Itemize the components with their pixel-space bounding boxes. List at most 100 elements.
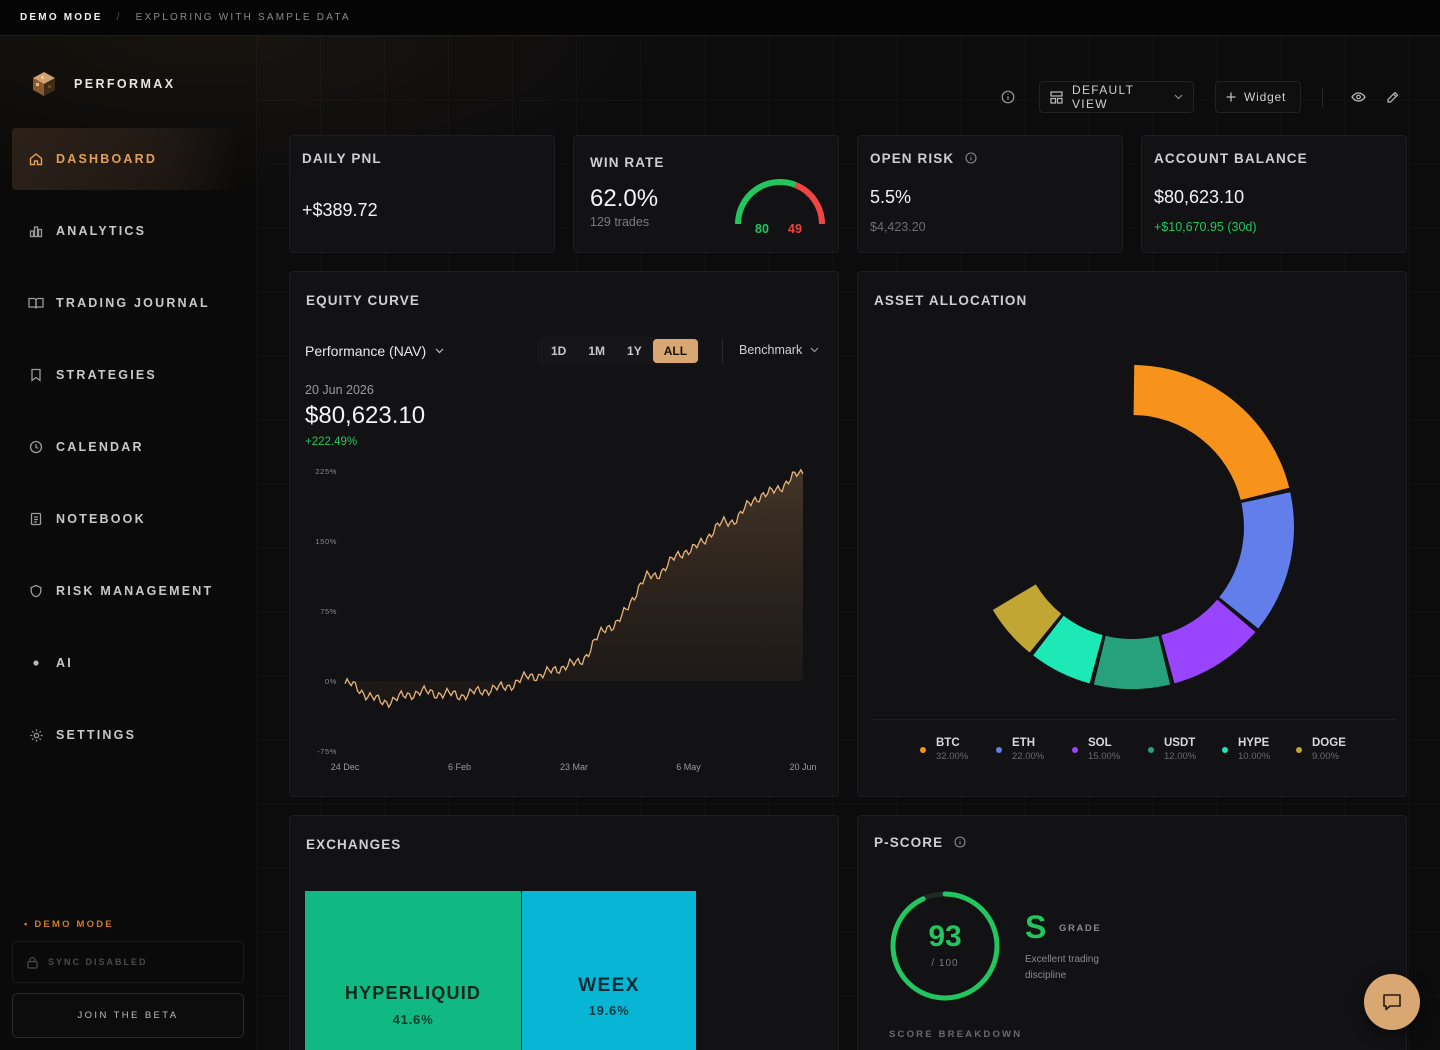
pencil-icon — [1381, 86, 1403, 108]
daily-pnl-card: DAILY PNL +$389.72 — [289, 135, 555, 253]
nav-dashboard[interactable]: DASHBOARD — [12, 128, 240, 190]
ring-progress — [890, 891, 1000, 1001]
allocation-donut — [992, 365, 1294, 689]
donut-slice-eth[interactable] — [1219, 492, 1294, 629]
info-button[interactable] — [996, 81, 1020, 113]
demo-subtitle: EXPLORING WITH SAMPLE DATA — [135, 12, 351, 23]
exchange-tile-weex[interactable]: WEEX 19.6% — [522, 891, 696, 1050]
nav-risk-management[interactable]: RISK MANAGEMENT — [12, 560, 240, 622]
sidebar-demo-mode: • DEMO MODE — [24, 919, 114, 930]
x-tick-label: 6 May — [676, 762, 701, 772]
range-1d[interactable]: 1D — [551, 344, 567, 358]
equity-area — [345, 469, 803, 708]
nav-calendar[interactable]: CALENDAR — [12, 416, 240, 478]
p-score-card: P-SCORE — [857, 815, 1407, 1050]
legend-name: HYPE — [1238, 737, 1270, 749]
demo-mode-label: DEMO MODE — [20, 12, 103, 23]
score-breakdown-label: SCORE BREAKDOWN — [889, 1029, 1023, 1040]
add-widget-button[interactable]: Widget — [1215, 81, 1301, 113]
sync-status: SYNC DISABLED — [12, 941, 244, 983]
win-rate-title: WIN RATE — [590, 155, 665, 170]
y-tick-label: 75% — [320, 607, 337, 616]
asset-allocation-title: ASSET ALLOCATION — [874, 293, 1028, 308]
divider — [870, 719, 1396, 720]
nav-ai[interactable]: AI — [12, 632, 240, 694]
account-balance-card: ACCOUNT BALANCE $80,623.10 +$10,670.95 (… — [1141, 135, 1407, 253]
benchmark-selector[interactable]: Benchmark — [739, 343, 819, 357]
nav-strategies[interactable]: STRATEGIES — [12, 344, 240, 406]
preview-button[interactable] — [1347, 81, 1369, 113]
legend-item-doge: DOGE 9.00% — [1296, 737, 1356, 762]
chat-button[interactable] — [1364, 974, 1420, 1030]
range-all[interactable]: ALL — [652, 339, 699, 363]
exchange-name: WEEX — [578, 975, 640, 996]
edit-button[interactable] — [1381, 81, 1403, 113]
metric-selector[interactable]: Performance (NAV) — [305, 343, 444, 359]
grade-description-line2: discipline — [1025, 970, 1067, 981]
exchanges-title: EXCHANGES — [306, 837, 402, 852]
join-beta-button[interactable]: JOIN THE BETA — [12, 993, 244, 1038]
info-icon[interactable] — [965, 152, 977, 167]
grade-label: GRADE — [1059, 923, 1102, 934]
x-tick-label: 23 Mar — [560, 762, 588, 772]
asset-allocation-card: ASSET ALLOCATION — [857, 271, 1407, 797]
y-tick-label: 0% — [325, 677, 337, 686]
shield-icon — [28, 583, 44, 599]
exchange-name: HYPERLIQUID — [344, 983, 482, 1003]
chevron-down-icon — [1174, 94, 1183, 100]
top-bar: DEMO MODE / EXPLORING WITH SAMPLE DATA — [0, 0, 1440, 36]
range-1y[interactable]: 1Y — [627, 344, 642, 358]
nav-notebook[interactable]: NOTEBOOK — [12, 488, 240, 550]
exchange-tile-hyperliquid[interactable]: HYPERLIQUID 41.6% — [305, 891, 521, 1050]
nav-settings[interactable]: SETTINGS — [12, 704, 240, 766]
range-1m[interactable]: 1M — [588, 344, 606, 358]
wins-count: 80 — [755, 222, 769, 236]
donut-slice-usdt[interactable] — [1093, 635, 1171, 689]
open-risk-title: OPEN RISK — [870, 151, 977, 167]
brand-name: PERFORMAX — [74, 77, 176, 91]
view-label: DEFAULT VIEW — [1072, 83, 1135, 111]
widget-label: Widget — [1244, 90, 1287, 104]
nav-label: DASHBOARD — [56, 152, 158, 166]
nav-label: NOTEBOOK — [56, 512, 146, 526]
p-score-title: P-SCORE — [874, 835, 966, 851]
nav-label: SETTINGS — [56, 728, 137, 742]
nav-label: STRATEGIES — [56, 368, 157, 382]
metric-label: Performance (NAV) — [305, 343, 427, 359]
x-tick-label: 20 Jun — [789, 762, 816, 772]
dot-icon — [28, 655, 44, 671]
lock-icon — [27, 956, 38, 969]
equity-curve-title: EQUITY CURVE — [306, 293, 420, 308]
legend-name: USDT — [1164, 737, 1196, 749]
brand-logo[interactable]: PERFORMAX — [30, 70, 175, 98]
cube-logo-icon — [30, 70, 58, 98]
donut-slice-hype[interactable] — [1033, 615, 1103, 684]
selector-divider — [722, 339, 723, 363]
grade-description-line1: Excellent trading — [1025, 954, 1099, 965]
donut-slice-btc[interactable] — [1133, 365, 1290, 500]
nav-analytics[interactable]: ANALYTICS — [12, 200, 240, 262]
nav-label: AI — [56, 656, 73, 670]
legend-pct: 12.00% — [1164, 751, 1197, 762]
home-icon — [28, 151, 44, 167]
win-rate-value: 62.0% — [590, 185, 659, 212]
daily-pnl-title: DAILY PNL — [302, 151, 382, 166]
p-score-value: 93 — [928, 920, 962, 953]
benchmark-label: Benchmark — [739, 343, 803, 357]
view-selector[interactable]: DEFAULT VIEW — [1039, 81, 1194, 113]
legend-dot — [920, 747, 926, 753]
donut-slice-sol[interactable] — [1161, 599, 1256, 684]
nav-label: CALENDAR — [56, 440, 144, 454]
equity-line — [344, 468, 804, 709]
legend-name: ETH — [1012, 737, 1035, 749]
nav-trading-journal[interactable]: TRADING JOURNAL — [12, 272, 240, 334]
legend-name: DOGE — [1312, 737, 1346, 749]
donut-slice-doge[interactable] — [992, 584, 1062, 653]
bookmark-icon — [28, 367, 44, 383]
legend-pct: 32.00% — [936, 751, 969, 762]
info-icon[interactable] — [954, 836, 966, 851]
legend-name: BTC — [936, 737, 960, 749]
legend-dot — [1072, 747, 1078, 753]
layout-icon — [1050, 90, 1063, 104]
notebook-icon — [28, 511, 44, 527]
